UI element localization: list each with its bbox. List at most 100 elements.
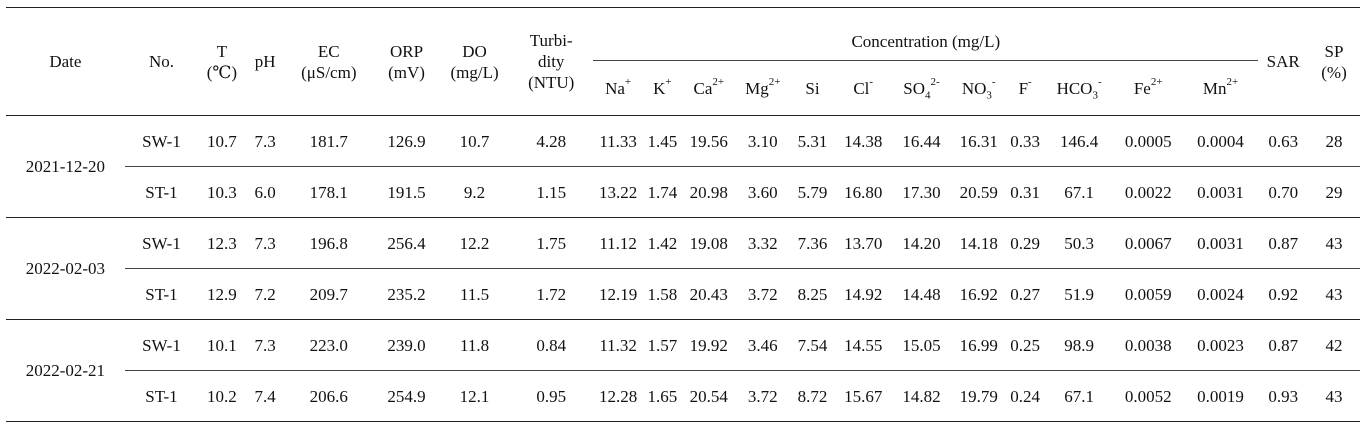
cell-value: 0.87 [1258,217,1309,269]
cell-value: 0.0004 [1182,115,1259,167]
cell-value: 29 [1308,166,1360,218]
cell-value: 7.4 [245,370,285,422]
cell-value: 50.3 [1044,217,1114,269]
cell-value: 20.43 [681,268,736,320]
cell-value: 12.19 [593,268,643,320]
cell-value: 51.9 [1044,268,1114,320]
cell-value: 0.0031 [1182,217,1259,269]
cell-value: 0.84 [509,319,594,371]
table-row: 2022-02-21 SW-1 10.1 7.3 223.0 239.0 11.8 0.84 1… [6,319,1360,422]
ion-symbol: Si [805,78,820,98]
cell-value: 19.08 [681,217,736,269]
cell-value: 13.22 [593,166,643,218]
header-sar: SAR [1258,7,1309,116]
cell-sample-no: ST-1 [124,268,199,320]
cell-value: 223.0 [284,319,374,371]
cell-value: 7.54 [789,319,836,371]
cell-value: 3.10 [735,115,790,167]
header-sp: SP (%) [1308,7,1360,116]
cell-value: 16.44 [891,115,952,167]
cell-value: 14.18 [951,217,1006,269]
cell-value: 0.24 [1005,370,1045,422]
cell-value: 0.31 [1005,166,1045,218]
cell-value: 8.25 [789,268,836,320]
cell-value: 0.95 [509,370,594,422]
cell-value: 0.0031 [1182,166,1259,218]
cell-value: 1.72 [509,268,594,320]
cell-value: 43 [1308,370,1360,422]
header-ion-hco: HCO3- [1044,60,1114,116]
cell-value: 12.9 [198,268,246,320]
cell-value: 235.2 [373,268,440,320]
cell-value: 8.72 [789,370,836,422]
cell-value: 28 [1308,115,1360,167]
cell-value: 1.45 [642,115,682,167]
cell-value: 20.54 [681,370,736,422]
header-ion-f: F- [1005,60,1045,116]
header-ion-na: Na+ [593,60,643,116]
cell-date: 2022-02-03 [6,217,125,320]
cell-value: 256.4 [373,217,440,269]
cell-sample-no: SW-1 [124,217,199,269]
cell-value: 206.6 [284,370,374,422]
table-row: ST-1 10.3 6.0 178.1 191.5 9.2 1.15 13.22 1.74 20.… [6,166,1360,218]
cell-value: 3.60 [735,166,790,218]
cell-value: 11.12 [593,217,643,269]
cell-value: 10.3 [198,166,246,218]
cell-value: 14.20 [891,217,952,269]
cell-value: 4.28 [509,115,594,167]
cell-value: 0.0024 [1182,268,1259,320]
table-row: ST-1 12.9 7.2 209.7 235.2 11.5 1.72 12.19 1.58 20… [6,268,1360,320]
ion-charge: + [624,75,632,88]
cell-date: 2021-12-20 [6,115,125,218]
cell-value: 10.1 [198,319,246,371]
ion-symbol: K [653,78,666,98]
cell-value: 12.2 [440,217,510,269]
cell-value: 16.99 [951,319,1006,371]
cell-value: 7.3 [245,115,285,167]
ion-charge: 2+ [1226,75,1239,88]
cell-value: 3.72 [735,370,790,422]
ion-symbol: Cl [853,78,870,98]
cell-value: 19.56 [681,115,736,167]
cell-value: 0.0038 [1113,319,1183,371]
header-ion-fe: Fe2+ [1113,60,1183,116]
cell-value: 20.59 [951,166,1006,218]
header-ion-so: SO42- [891,60,952,116]
cell-value: 11.33 [593,115,643,167]
cell-value: 239.0 [373,319,440,371]
header-ion-k: K+ [642,60,682,116]
cell-value: 7.36 [789,217,836,269]
table-row: 2022-02-03 SW-1 12.3 7.3 196.8 256.4 12.2 1.75 1… [6,217,1360,320]
ion-symbol: Fe [1133,78,1151,98]
cell-sample-no: SW-1 [124,319,199,371]
ion-charge: - [869,75,874,88]
cell-value: 3.32 [735,217,790,269]
header-ion-no: NO3- [951,60,1006,116]
header-turbidity-line1: Turbi- [529,31,573,50]
header-ec-label: EC [317,41,340,61]
cell-value: 11.8 [440,319,510,371]
cell-value: 67.1 [1044,370,1114,422]
cell-value: 67.1 [1044,166,1114,218]
ion-symbol: SO [903,78,926,98]
cell-value: 7.3 [245,319,285,371]
cell-value: 3.46 [735,319,790,371]
cell-value: 15.05 [891,319,952,371]
cell-value: 11.5 [440,268,510,320]
header-do: DO (mg/L) [440,7,510,116]
cell-value: 0.29 [1005,217,1045,269]
cell-date: 2022-02-21 [6,319,125,422]
cell-value: 15.67 [835,370,892,422]
cell-value: 13.70 [835,217,892,269]
cell-value: 0.92 [1258,268,1309,320]
ion-charge: - [991,75,996,88]
cell-value: 16.92 [951,268,1006,320]
cell-value: 16.31 [951,115,1006,167]
cell-value: 0.27 [1005,268,1045,320]
cell-value: 0.0019 [1182,370,1259,422]
ion-symbol: F [1018,78,1029,98]
table-row: ST-1 10.2 7.4 206.6 254.9 12.1 0.95 12.28 1.65 20… [6,370,1360,422]
ion-charge: 2+ [768,75,781,88]
ion-charge: 2- [930,75,940,88]
